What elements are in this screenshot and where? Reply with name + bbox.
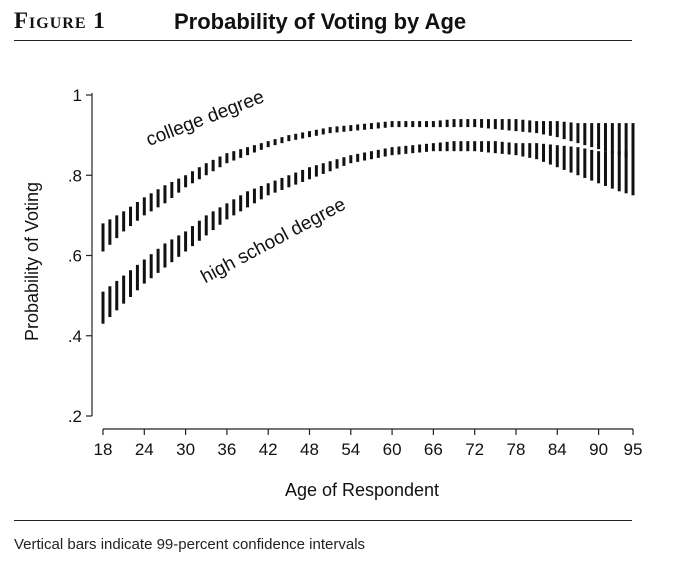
voting-probability-chart: .2 .4 .6 .8 1 18 24 30 36 42 48 54 60 66 72 78 84 90 95 Age… [22, 86, 642, 500]
x-axis-label: Age of Respondent [285, 480, 439, 500]
college-degree-label: college degree [143, 87, 267, 151]
x-tick-label: 72 [465, 440, 484, 459]
x-tick-label: 42 [259, 440, 278, 459]
x-tick-label: 36 [217, 440, 236, 459]
x-tick-label: 30 [176, 440, 195, 459]
x-tick-label: 60 [383, 440, 402, 459]
y-tick-label: .8 [68, 166, 82, 185]
x-tick-label: 66 [424, 440, 443, 459]
x-tick-label: 95 [624, 440, 643, 459]
header-rule [14, 40, 632, 41]
y-axis-label: Probability of Voting [22, 182, 42, 341]
y-tick-label: .4 [68, 327, 82, 346]
x-tick-label: 84 [548, 440, 567, 459]
axes: .2 .4 .6 .8 1 18 24 30 36 42 48 54 60 66 72 78 84 90 95 Age… [22, 86, 642, 500]
x-tick-label: 90 [589, 440, 608, 459]
y-tick-label: .6 [68, 247, 82, 266]
series-1 [101, 141, 635, 324]
footer-rule [14, 520, 632, 521]
figure-header: Figure 1 Probability of Voting by Age [14, 6, 632, 40]
figure-title: Probability of Voting by Age [174, 9, 467, 34]
x-tick-label: 48 [300, 440, 319, 459]
figure-note: Vertical bars indicate 99-percent confid… [14, 536, 366, 553]
x-tick-label: 24 [135, 440, 154, 459]
y-tick-label: 1 [73, 86, 82, 105]
y-tick-label: .2 [68, 407, 82, 426]
x-tick-label: 78 [507, 440, 526, 459]
series-0 [101, 119, 635, 252]
x-tick-label: 54 [341, 440, 360, 459]
figure-label: Figure 1 [14, 8, 106, 33]
x-tick-label: 18 [94, 440, 113, 459]
confidence-interval-bars [101, 119, 635, 324]
